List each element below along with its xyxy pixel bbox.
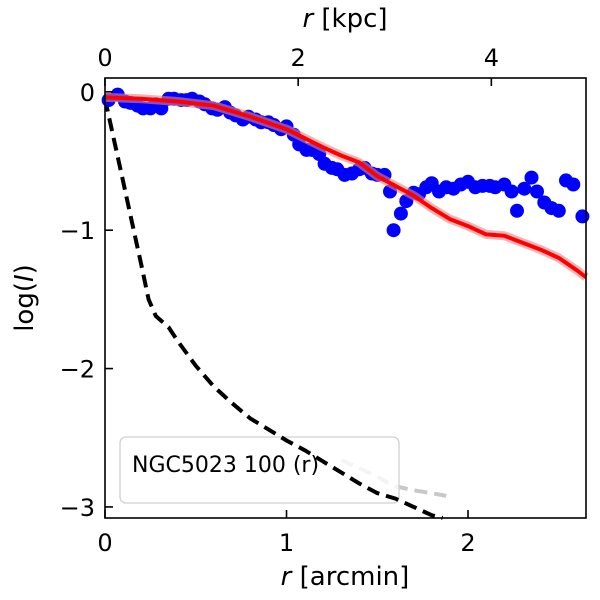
data-point [575,209,590,224]
ticks-layer: 0 1 2 0 2 4 0 −1 −2 −3 [60,44,499,557]
y-axis-label-symbol: I [10,274,40,282]
psf-line [103,98,444,520]
x-axis-label: r [arcmin] [281,562,410,592]
data-point [517,181,532,196]
top-x-tick-label: 2 [291,44,306,72]
data-point [510,203,524,218]
x-tick-label: 2 [460,529,475,557]
data-point [566,177,581,192]
data-point [551,203,566,218]
data-point [504,184,519,199]
y-axis-label-post: ) [10,264,40,274]
x-axis-label-symbol: r [281,562,294,592]
y-tick-label: 0 [80,79,95,107]
data-point [530,184,544,199]
legend-box [119,436,400,504]
top-x-axis-label-symbol: r [302,4,315,34]
legend: NGC5023 100 (r) [119,436,400,504]
top-x-tick-label: 0 [97,44,112,72]
x-tick-label: 1 [279,529,294,557]
model-line [104,95,588,279]
top-x-tick-label: 4 [484,44,499,72]
y-axis-label: log(I) [10,264,40,332]
top-x-axis-label-unit: [kpc] [313,4,387,34]
y-tick-label: −3 [60,494,95,522]
data-point [386,223,401,238]
plot-frame [104,77,587,519]
legend-label: NGC5023 100 (r) [132,453,319,478]
data-point [524,170,539,185]
marks-layer [101,87,590,520]
y-tick-label: −2 [60,356,95,384]
y-axis-label-pre: log( [10,282,40,332]
y-tick-label: −1 [60,217,95,245]
data-point [393,206,408,221]
x-tick-label: 0 [97,529,112,557]
top-x-axis-label: r [kpc] [302,4,387,34]
x-axis-label-unit: [arcmin] [291,562,409,592]
